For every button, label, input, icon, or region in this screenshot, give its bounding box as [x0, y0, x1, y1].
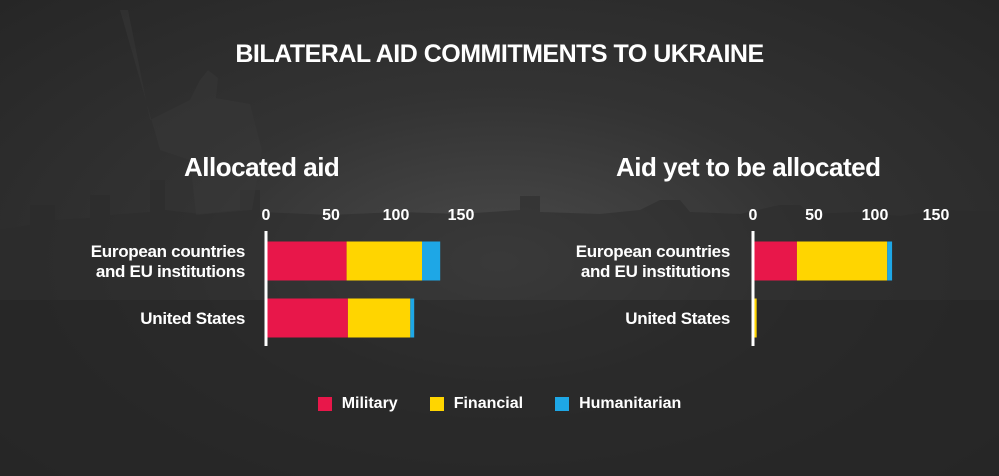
bar-allocated-us-military — [266, 298, 348, 338]
bar-allocated-us-financial — [347, 298, 411, 338]
tick-label-unallocated-0: 0 — [749, 207, 758, 224]
bar-unallocated-europe-military — [753, 241, 797, 281]
tick-label-unallocated-150: 150 — [923, 207, 950, 224]
tick-label-unallocated-50: 50 — [805, 207, 823, 224]
category-label-allocated-us: United States — [140, 309, 245, 328]
category-label-unallocated-us: United States — [625, 309, 730, 328]
legend-swatch-humanitarian — [555, 397, 570, 411]
legend-label-humanitarian: Humanitarian — [579, 395, 682, 412]
allocated-aid-title: Allocated aid — [184, 152, 340, 182]
bar-allocated-us-humanitarian — [410, 298, 415, 338]
bar-allocated-europe-humanitarian — [422, 241, 441, 281]
legend-item-military: Military — [317, 395, 398, 413]
main-title: BILATERAL AID COMMITMENTS TO UKRAINE — [235, 40, 764, 68]
tick-label-unallocated-100: 100 — [862, 207, 889, 224]
category-label-allocated-europe: European countries and EU institutions — [91, 242, 245, 281]
legend-swatch-military — [317, 397, 332, 411]
bar-allocated-europe-military — [266, 241, 347, 281]
tick-label-allocated-50: 50 — [322, 207, 340, 224]
bar-allocated-europe-financial — [346, 241, 422, 281]
bar-unallocated-us-financial — [753, 298, 757, 338]
bar-unallocated-europe-financial — [796, 241, 888, 281]
tick-label-allocated-100: 100 — [383, 207, 410, 224]
legend: Military Financial Humanitarian — [0, 395, 999, 413]
legend-item-financial: Financial — [429, 395, 524, 413]
legend-item-humanitarian: Humanitarian — [555, 395, 681, 413]
legend-swatch-financial — [429, 397, 444, 411]
legend-label-financial: Financial — [453, 395, 524, 412]
tick-label-allocated-0: 0 — [262, 207, 271, 224]
tick-label-allocated-150: 150 — [448, 207, 475, 224]
legend-label-military: Military — [341, 395, 398, 412]
yet-to-be-allocated-title: Aid yet to be allocated — [616, 152, 881, 182]
bar-unallocated-europe-humanitarian — [887, 241, 893, 281]
category-label-unallocated-europe: European countries and EU institutions — [576, 242, 730, 281]
